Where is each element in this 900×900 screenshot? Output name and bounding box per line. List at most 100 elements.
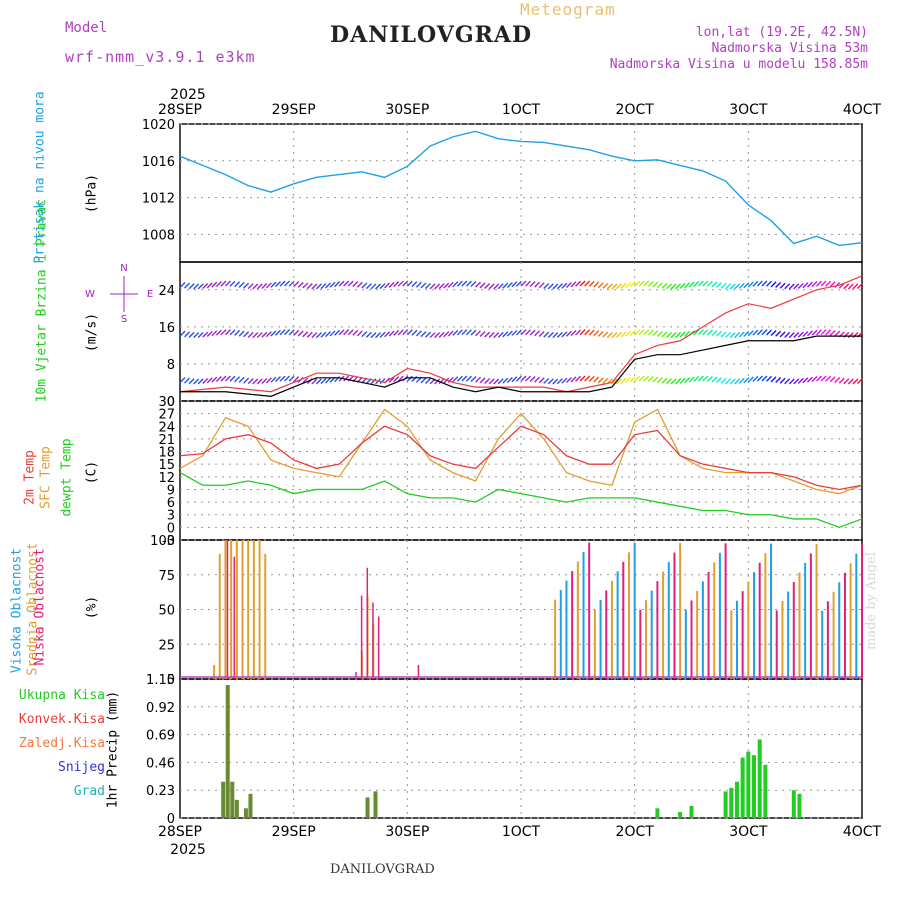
wind-barb — [547, 378, 554, 385]
wind-barb — [702, 375, 709, 382]
wind-barb — [702, 280, 709, 287]
x-tick-label-bottom: 2OCT — [616, 824, 655, 840]
cloud-dense-bar — [576, 561, 579, 679]
cloud-dense-bar — [588, 542, 591, 679]
wind-barb — [270, 281, 277, 288]
wind-barb — [365, 283, 372, 290]
wind-barb — [520, 329, 527, 336]
cloud-dense-bar — [616, 571, 619, 679]
wind-barb — [320, 378, 327, 385]
wind-barb — [593, 281, 600, 288]
wind-barb — [315, 283, 322, 290]
wind-barb — [806, 376, 813, 383]
wind-barb — [620, 377, 627, 384]
wind-barb — [425, 378, 432, 385]
cloud-dense-bar — [650, 590, 653, 679]
cloud-mid-bar — [230, 540, 233, 679]
wind-barb — [656, 330, 663, 337]
wind-barb — [538, 282, 545, 289]
cloud-dense-bar — [804, 562, 807, 679]
wind-barb — [284, 329, 291, 336]
wind-barb — [420, 377, 427, 384]
x-tick-label-top: 4OCT — [843, 102, 882, 118]
wind-barb — [488, 332, 495, 339]
wind-barb — [829, 329, 836, 336]
wind-barb — [538, 330, 545, 337]
wind-barb — [543, 282, 550, 289]
wind-barb — [565, 282, 572, 289]
wind-barb — [711, 330, 718, 337]
wind-barb — [688, 376, 695, 383]
wind-barb — [716, 282, 723, 289]
wind-barb — [615, 331, 622, 338]
precip-bar — [791, 790, 796, 818]
y-tick-label: 100 — [150, 534, 175, 549]
cloud-dense-bar — [667, 562, 670, 679]
wind-barb — [206, 282, 213, 289]
wind-barb — [665, 331, 672, 338]
cloud-dense-bar — [610, 580, 613, 679]
wind-barb — [520, 280, 527, 287]
wind-barb — [825, 375, 832, 382]
wind-barb — [611, 283, 618, 290]
wind-barb — [561, 282, 568, 289]
cloud-mid-bar — [258, 540, 261, 679]
wind-barb — [425, 331, 432, 338]
wind-barb — [484, 283, 491, 289]
wind-barb — [752, 375, 759, 382]
wind-gust-line — [179, 275, 863, 393]
model-label: Model — [65, 20, 108, 36]
precip-bar — [723, 791, 728, 818]
wind-barb — [775, 282, 782, 289]
wind-barb — [293, 376, 300, 383]
lonlat-label: lon,lat (19.2E, 42.5N) — [695, 25, 868, 40]
wind-barb — [816, 375, 823, 382]
wind-barb — [247, 283, 254, 290]
wind-barb — [647, 280, 654, 287]
precip-bar — [373, 791, 378, 818]
wind-barb — [279, 375, 286, 382]
wind-barb — [565, 377, 572, 384]
wind-barb — [379, 331, 386, 338]
cloud-dense-bar — [605, 590, 608, 679]
wind-barb — [693, 375, 700, 382]
wind-barb — [770, 281, 777, 288]
wind-barb — [506, 376, 513, 383]
cloud-dense-bar — [753, 572, 756, 679]
wind-barb — [506, 330, 513, 337]
wind-barb — [725, 378, 732, 385]
cloud-dense-bar — [690, 600, 693, 679]
precip-bar — [797, 793, 802, 818]
wind-barb — [534, 376, 541, 383]
year-label-top: 2025 — [170, 87, 206, 103]
wind-barb — [620, 331, 627, 338]
precip-bar — [243, 808, 248, 818]
wind-barb — [511, 376, 518, 383]
wind-barb — [784, 331, 791, 338]
wind-barb — [575, 280, 582, 287]
wind-barb — [270, 330, 277, 337]
wind-barb — [379, 283, 386, 290]
wind-barb — [375, 283, 382, 290]
wind-barb — [220, 280, 227, 287]
wind-barb — [434, 283, 441, 290]
wind-barb — [743, 282, 750, 289]
wind-barb — [274, 376, 281, 383]
wind-barb — [652, 376, 659, 383]
cloud-low-bar — [366, 567, 369, 679]
wind-barb — [679, 282, 686, 289]
wind-barb — [556, 283, 563, 290]
wind-barb — [243, 282, 250, 289]
wind-barb — [843, 378, 850, 385]
y-tick-label: 9 — [167, 483, 175, 498]
model-value: wrf-nmm_v3.9.1 e3km — [65, 48, 256, 66]
wind-barb — [184, 377, 191, 384]
x-tick-label-bottom: 3OCT — [729, 824, 768, 840]
wind-barb — [188, 378, 195, 385]
wind-barb — [729, 332, 736, 339]
wind-barb — [402, 329, 409, 336]
cloud-mid-bar — [247, 540, 250, 679]
wind-barb — [479, 282, 486, 289]
wind-barb — [379, 378, 386, 385]
y-tick-label: 30 — [158, 395, 175, 410]
